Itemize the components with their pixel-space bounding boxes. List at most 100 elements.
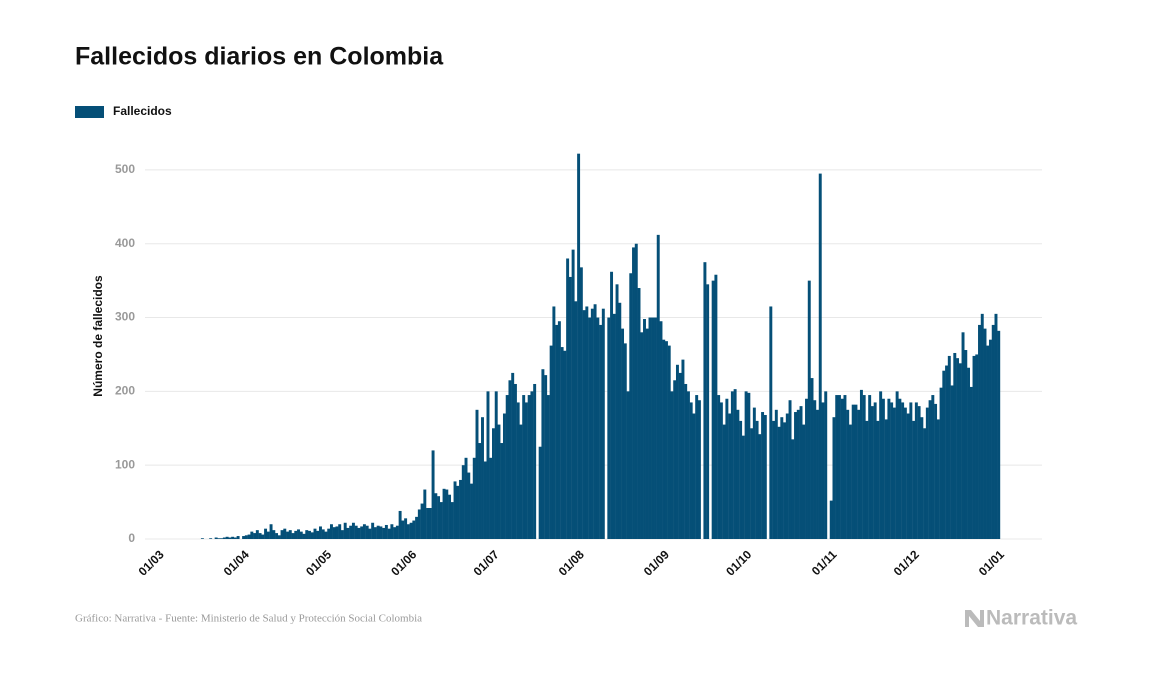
bar [656, 234, 660, 540]
x-tick-label: 01/11 [809, 547, 840, 578]
bar [961, 332, 965, 539]
x-tick-label: 01/09 [641, 547, 672, 578]
bar [376, 525, 380, 539]
bar [415, 516, 419, 539]
bar [582, 310, 586, 539]
bar [568, 276, 572, 539]
bar [837, 395, 841, 539]
y-tick-label: 0 [128, 531, 135, 545]
bar [772, 420, 776, 539]
bar [483, 461, 487, 539]
bar [299, 531, 303, 539]
bar [774, 409, 778, 539]
bar [989, 339, 992, 539]
bar [343, 522, 347, 539]
bar [236, 536, 240, 539]
bar [607, 317, 611, 539]
bar [791, 439, 795, 539]
bar [859, 389, 863, 539]
bar [728, 413, 732, 539]
bar [643, 319, 646, 539]
bar [956, 358, 960, 539]
bar [275, 533, 279, 539]
legend-label: Fallecidos [113, 104, 172, 118]
bar [629, 273, 633, 539]
bar [848, 424, 852, 539]
bar [431, 450, 435, 539]
bar [958, 363, 962, 539]
bar [442, 488, 446, 539]
bar [997, 330, 1001, 539]
bar [755, 420, 759, 539]
bar [566, 258, 570, 539]
bar [645, 328, 649, 539]
bar [664, 341, 668, 539]
bar [807, 280, 811, 539]
bar [379, 526, 383, 539]
source-note: Gráfico: Narrativa - Fuente: Ministerio … [75, 613, 422, 625]
bar [497, 424, 501, 539]
bar [703, 262, 707, 539]
bar [247, 534, 251, 539]
bar [590, 308, 594, 539]
bar [401, 520, 405, 539]
bar [395, 525, 399, 539]
bar [393, 527, 397, 539]
bar [895, 391, 899, 539]
bar [291, 533, 295, 539]
bar [439, 502, 443, 539]
bar [788, 400, 792, 539]
bar [851, 404, 855, 539]
bar [305, 530, 309, 539]
y-tick-label: 500 [115, 162, 135, 176]
bar [799, 406, 803, 539]
bar [428, 507, 432, 539]
bar [758, 434, 762, 539]
bar [832, 417, 836, 539]
logo-icon [965, 610, 984, 627]
bar [983, 328, 987, 539]
bar [651, 317, 655, 539]
bar [969, 386, 973, 539]
bar [805, 398, 808, 539]
bar [991, 324, 995, 539]
bar [736, 409, 740, 539]
bar [406, 524, 410, 539]
bar [505, 395, 509, 539]
bar [865, 420, 869, 539]
x-tick-label: 01/12 [891, 547, 922, 578]
bar [486, 391, 490, 539]
x-tick-label: 01/05 [303, 547, 334, 578]
bar [662, 339, 666, 539]
bar [340, 530, 344, 539]
bar [612, 313, 616, 539]
bar [513, 383, 517, 539]
bar [511, 372, 515, 539]
bar [618, 302, 622, 539]
bar [382, 527, 386, 539]
bar [632, 247, 635, 539]
bar [288, 530, 292, 539]
legend-swatch [75, 106, 104, 118]
bar [824, 391, 828, 539]
bar [692, 413, 696, 539]
bar [785, 413, 789, 539]
bar [329, 524, 333, 539]
bar [914, 402, 918, 539]
bar [294, 530, 298, 539]
bar [269, 524, 273, 539]
bar [426, 507, 430, 539]
bar [332, 527, 336, 539]
bar [354, 525, 358, 539]
bar [821, 402, 825, 539]
bar [544, 375, 548, 539]
bar [967, 367, 970, 539]
bar [255, 530, 259, 539]
bar [953, 352, 957, 539]
bar [596, 317, 600, 539]
bar [371, 522, 375, 539]
bar [450, 502, 454, 539]
bar [349, 525, 353, 539]
bar [925, 407, 929, 539]
